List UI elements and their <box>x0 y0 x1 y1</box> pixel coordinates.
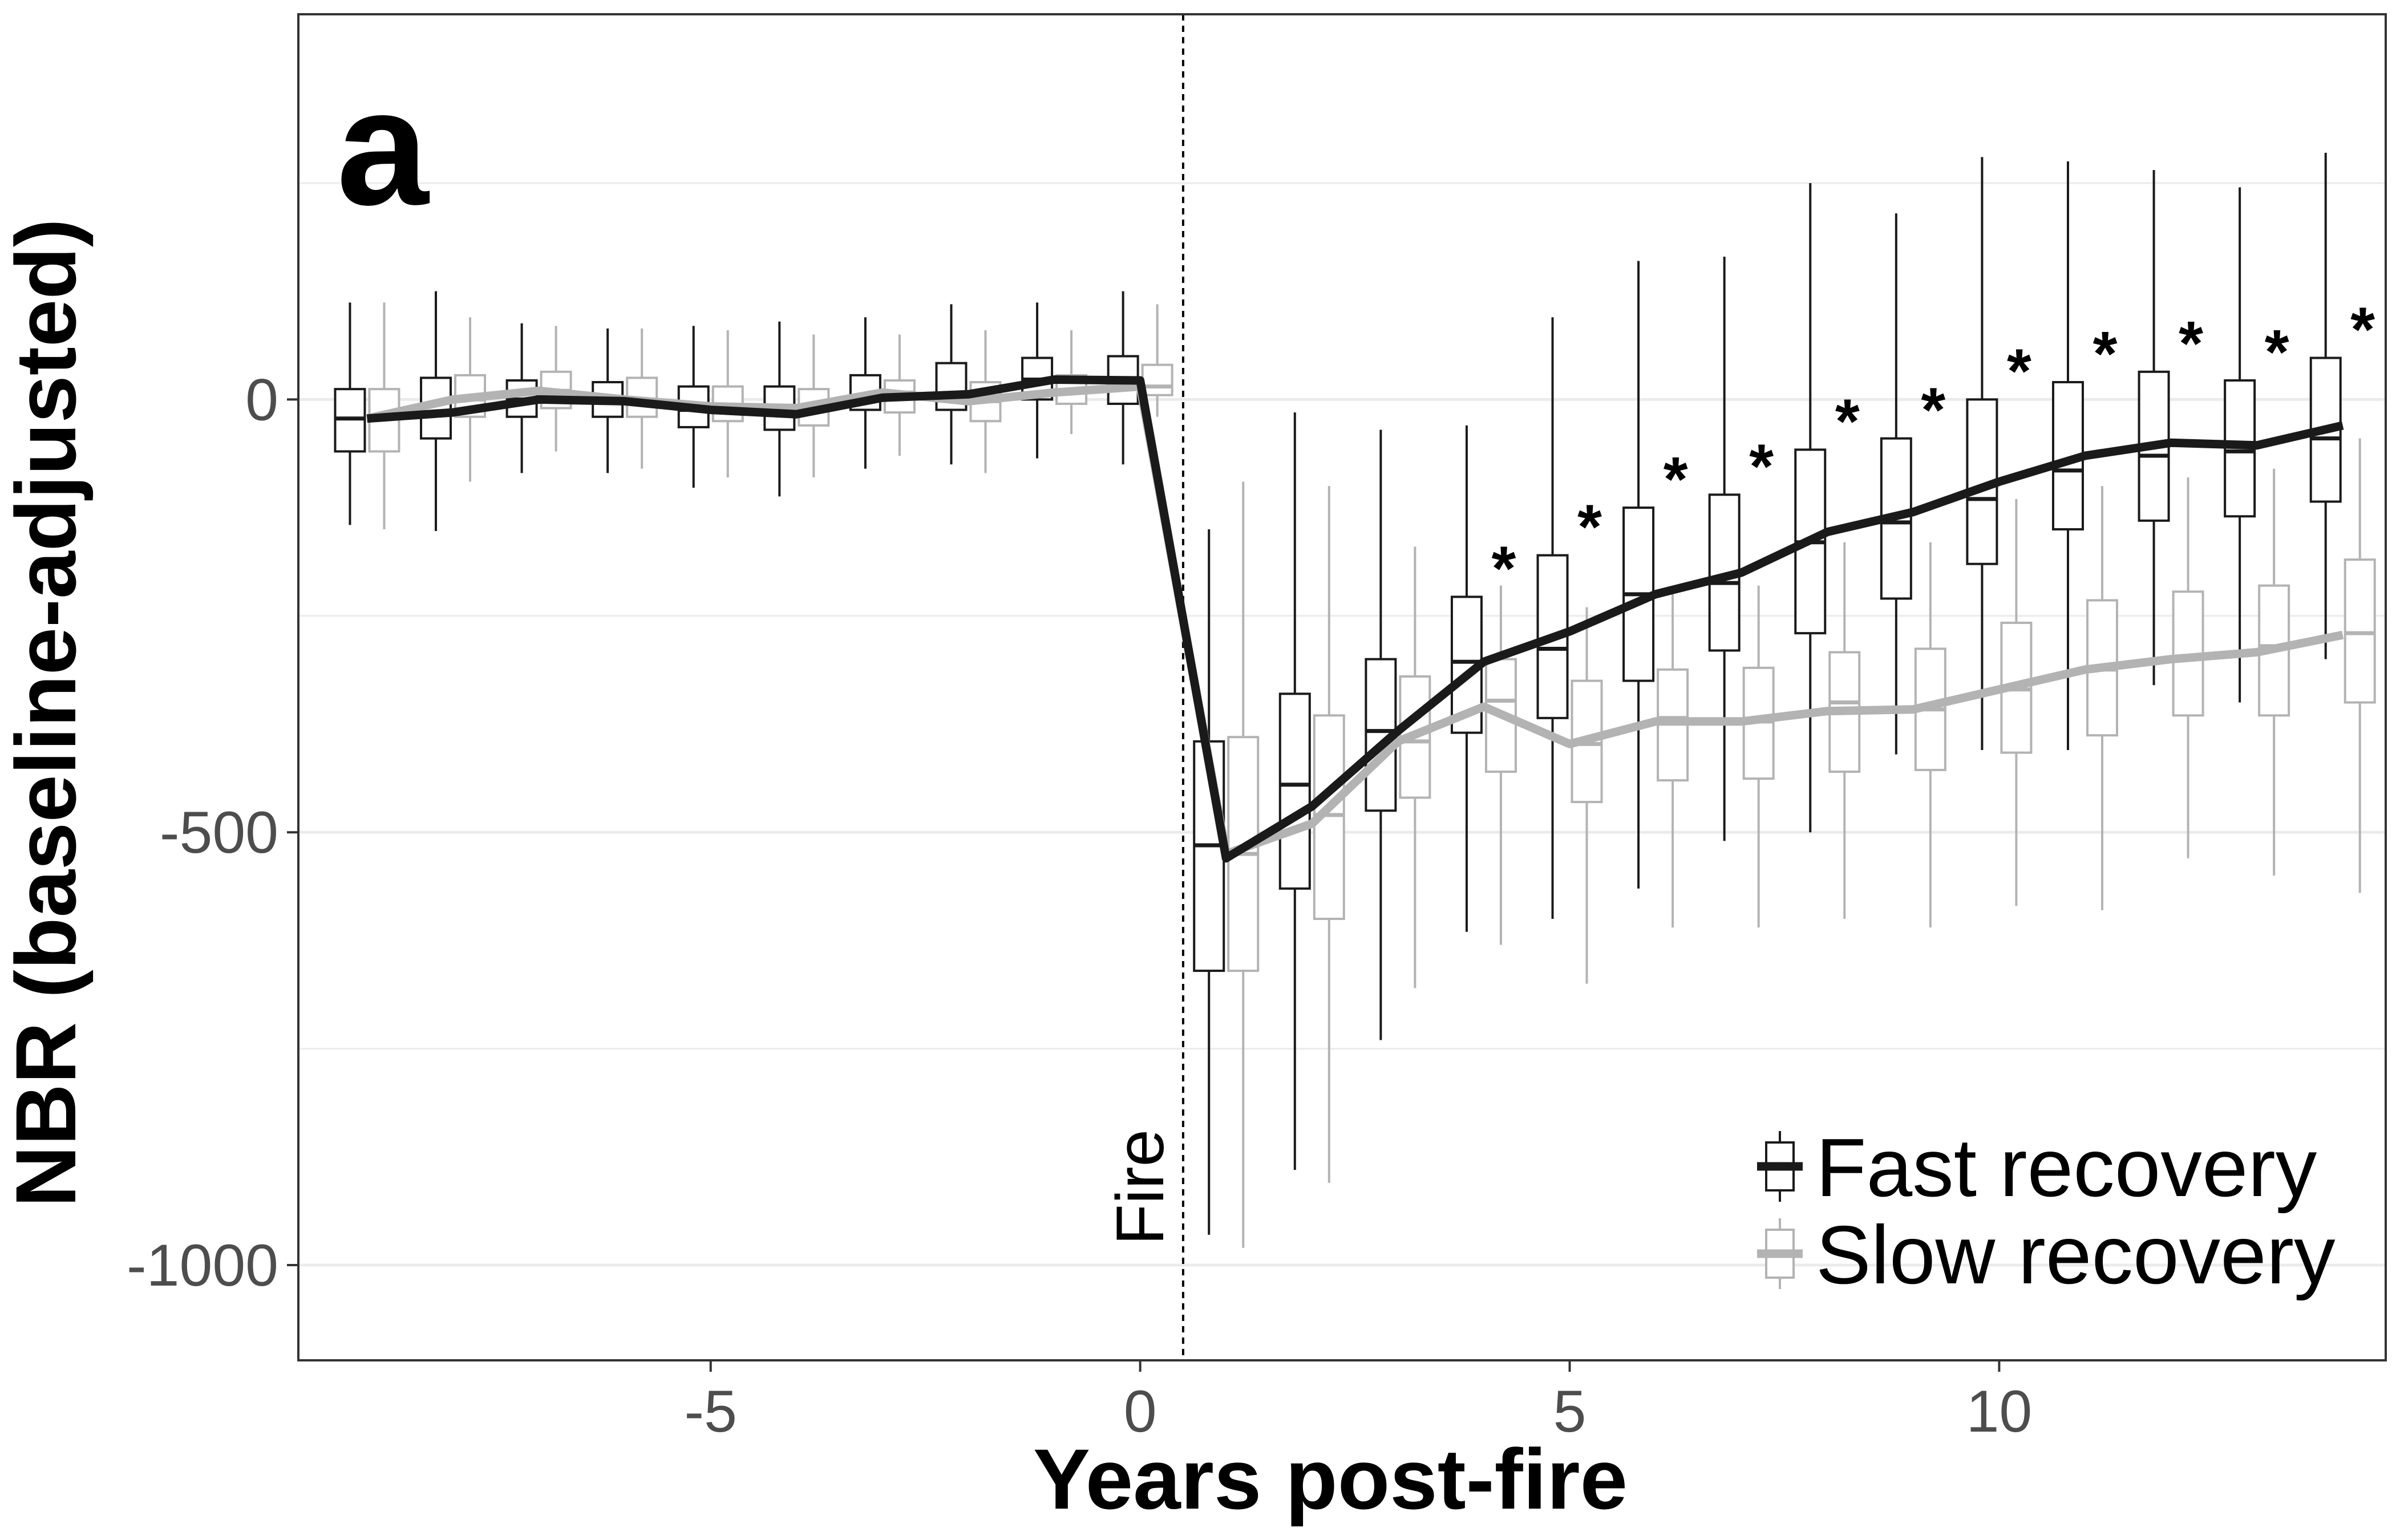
significance-star: * <box>2093 319 2118 389</box>
legend-label: Fast recovery <box>1816 1121 2317 1214</box>
significance-star: * <box>1577 492 1602 562</box>
y-axis-title: NBR (baseline-adjusted) <box>0 218 94 1207</box>
boxplots <box>334 152 2376 1248</box>
significance-star: * <box>2007 336 2031 406</box>
median-lines <box>366 375 2344 863</box>
significance-star: * <box>1749 431 1774 501</box>
fast-recovery-line <box>366 375 2344 863</box>
significance-star: * <box>2179 309 2203 379</box>
significance-star: * <box>2265 317 2289 387</box>
box <box>1141 363 1173 396</box>
y-tick-label: -1000 <box>127 1233 278 1299</box>
x-tick-label: -5 <box>685 1379 737 1445</box>
x-tick-label: 10 <box>1966 1379 2033 1445</box>
y-tick-label: -500 <box>160 800 278 866</box>
y-tick-label: 0 <box>245 367 278 433</box>
panel-border <box>297 13 2387 1361</box>
significance-star: * <box>1921 375 1945 445</box>
panel-label: a <box>337 55 430 240</box>
x-tick-label: 0 <box>1124 1379 1157 1445</box>
significance-star: * <box>2350 295 2375 365</box>
significance-star: * <box>1664 444 1688 514</box>
x-tick-label: 5 <box>1553 1379 1586 1445</box>
x-axis-title: Years post-fire <box>1033 1431 1628 1527</box>
legend-label: Slow recovery <box>1816 1209 2336 1301</box>
box <box>2344 558 2376 704</box>
fire-label: Fire <box>1103 1129 1178 1245</box>
significance-star: * <box>1835 386 1860 456</box>
slow-recovery-line <box>366 382 2344 858</box>
fire-marker: Fire <box>1103 14 1184 1360</box>
box <box>1278 692 1311 890</box>
axes: -5 0 5 10 0 -500 -1000 <box>127 13 2387 1445</box>
significance-stars: * * * * * * * * * * * <box>1492 295 2375 604</box>
significance-star: * <box>1492 533 1516 603</box>
